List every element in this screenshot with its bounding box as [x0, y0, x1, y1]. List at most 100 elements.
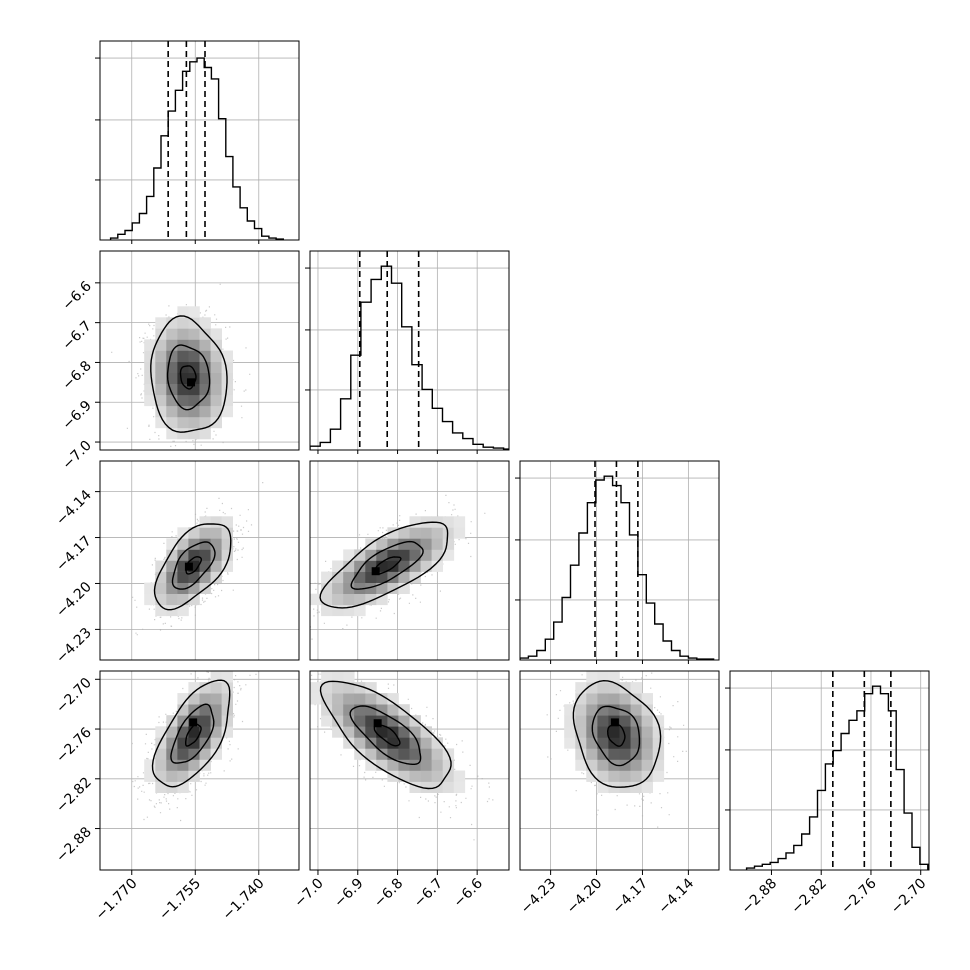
pair-4-density-cell	[420, 781, 432, 793]
pair-0-density-cell	[166, 350, 178, 362]
pair-5-density-cell	[608, 748, 620, 760]
pair-5-density-cell	[608, 704, 620, 716]
pair-4-density-cell	[409, 759, 421, 771]
pair-4-density-cell	[431, 759, 443, 771]
pair-5-density-cell	[586, 737, 598, 749]
pair-4-density-cell	[343, 715, 355, 727]
pair-1-density-cell	[188, 582, 200, 594]
pair-0-density-cell	[155, 405, 167, 418]
pair-1-density-cell	[221, 549, 233, 561]
pair-3-density-cell	[199, 693, 211, 705]
pair-2-density-cell	[453, 527, 466, 539]
pair-0-density-cell	[177, 383, 189, 396]
pair-5-content	[546, 671, 687, 828]
pair-3-density-cell	[210, 693, 222, 705]
pair-5-density-cell	[608, 682, 620, 694]
pair-2-density-cell	[420, 549, 432, 561]
pair-1-density-cell	[188, 549, 200, 561]
pair-4-density-cell	[409, 748, 421, 760]
pair-3-density-cell	[155, 759, 167, 771]
pair-0-density-cell	[177, 350, 189, 362]
pair-1-density-cell	[166, 582, 178, 594]
pair-1-density-cell	[177, 538, 189, 550]
pair-4-density-cell	[376, 715, 388, 727]
pair-4-density-cell	[365, 726, 377, 738]
pair-2-density-cell	[365, 582, 377, 594]
pair-3-peak	[189, 718, 198, 727]
pair-4-density-cell	[332, 704, 344, 716]
pair-4-density-cell	[321, 671, 333, 683]
pair-5-density-cell	[641, 781, 653, 793]
pair-1-density-cell	[210, 527, 222, 539]
pair-5-density-cell	[597, 781, 609, 793]
pair-5-density-cell	[597, 748, 609, 760]
pair-4-density-cell	[354, 726, 366, 738]
pair-2-density-cell	[398, 549, 410, 561]
y-axis-3-tick-label-3: −2.70	[53, 675, 95, 717]
pair-1-density-cell	[155, 593, 167, 606]
pair-4-density-cell	[431, 770, 443, 782]
pair-2-density-cell	[332, 582, 344, 594]
pair-5-density-cell	[575, 759, 587, 771]
pair-5-density-cell	[575, 737, 587, 749]
x-axis-0-tick-label-2: −1.740	[220, 876, 268, 924]
pair-5-density-cell	[641, 759, 653, 771]
pair-3-frame	[99, 670, 300, 871]
pair-4-density-cell	[332, 682, 344, 694]
pair-1-density-cell	[155, 582, 167, 594]
y-axis-3-tick-label-0: −2.88	[53, 824, 95, 866]
pair-4-density-cell	[409, 737, 421, 749]
pair-5-density-cell	[641, 737, 653, 749]
pair-4-density-cell	[321, 704, 333, 716]
pair-1-density-cell	[177, 560, 189, 572]
pair-4-density-cell	[376, 759, 388, 771]
pair-4-density-cell	[354, 737, 366, 749]
pair-4-density-cell	[354, 693, 366, 705]
x-axis-3-tick-label-0: −2.88	[739, 876, 781, 918]
pair-0-density-cell	[199, 317, 211, 329]
pair-4-frame	[309, 670, 510, 871]
pair-0-density-cell	[144, 372, 156, 384]
pair-4-density-cell	[420, 759, 432, 771]
pair-1-density-cell	[221, 560, 233, 572]
pair-3-density-cell	[177, 748, 189, 760]
pair-0-density-cell	[188, 427, 200, 440]
pair-0-contour-0	[179, 365, 197, 390]
pair-0-density-cell	[177, 405, 189, 418]
pair-1-density-cell	[210, 538, 222, 550]
pair-2-density-cell	[431, 538, 443, 550]
pair-0-density-cell	[177, 427, 189, 440]
pair-1-density-cell	[177, 527, 189, 539]
pair-1-density-cell	[210, 516, 222, 528]
pair-3-density-cell	[177, 693, 189, 705]
pair-3-density-cell	[155, 726, 167, 738]
y-axis-1-tick-label-3: −6.7	[59, 318, 94, 353]
pair-2-density-cell	[398, 582, 410, 594]
pair-4-density-cell	[398, 748, 410, 760]
pair-2-density-cell	[332, 593, 344, 606]
pair-0-density-cell	[177, 416, 189, 429]
pair-4-density-cell	[376, 726, 388, 738]
pair-2-density-cell	[343, 549, 355, 561]
pair-0-density-cell	[166, 339, 178, 351]
pair-1-density-cell	[221, 516, 233, 528]
pair-3-density-cell	[166, 748, 178, 760]
pair-2-density-cell	[376, 549, 388, 561]
pair-1-density-cell	[177, 582, 189, 594]
hist-1-frame	[309, 250, 510, 451]
pair-0-density-cell	[188, 306, 200, 318]
pair-0-density-cell	[177, 306, 189, 318]
pair-0-content	[111, 283, 251, 447]
pair-4-density-cell	[398, 759, 410, 771]
pair-0-density-cell	[155, 317, 167, 329]
pair-1-density-cell	[166, 549, 178, 561]
y-axis-3-tick-label-1: −2.82	[53, 774, 95, 816]
pair-panel-3-2	[519, 670, 720, 871]
pair-0-contour-1	[166, 344, 211, 411]
y-axis-1-tick-label-4: −6.6	[59, 278, 94, 313]
hist-0-frame	[99, 40, 300, 241]
pair-3-density-cell	[221, 704, 233, 716]
pair-1-density-cell	[166, 604, 178, 617]
pair-4-density-cell	[343, 671, 355, 683]
pair-1-density-cell	[199, 571, 211, 583]
